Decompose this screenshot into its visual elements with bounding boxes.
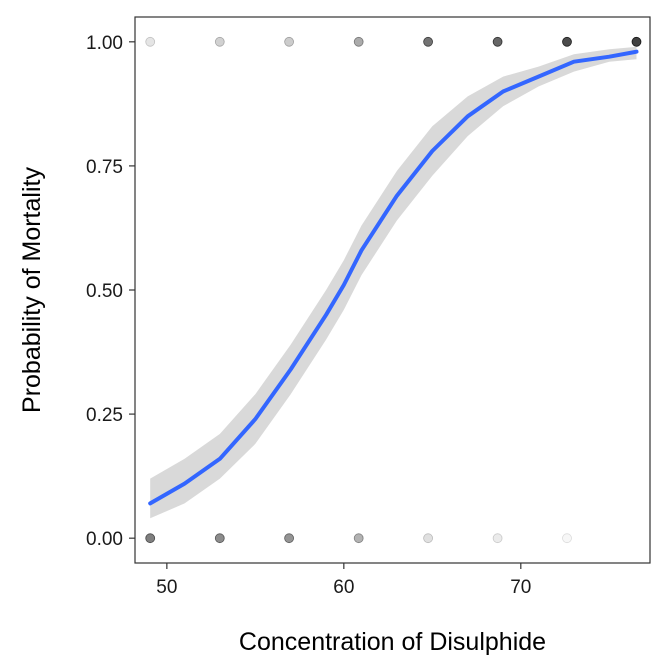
y-tick-label: 1.00 — [86, 33, 123, 54]
data-point — [284, 533, 295, 544]
fit-line-layer — [148, 49, 639, 506]
data-point — [214, 36, 225, 47]
x-tick-label: 50 — [156, 577, 177, 598]
data-point — [492, 533, 503, 544]
data-point — [353, 533, 364, 544]
data-point — [423, 36, 434, 47]
x-axis-title: Concentration of Disulphide — [239, 628, 546, 656]
fit-line — [148, 49, 639, 506]
data-point — [284, 36, 295, 47]
data-point — [631, 36, 642, 47]
data-point — [145, 36, 156, 47]
confidence-ribbon — [150, 46, 637, 519]
data-point — [562, 36, 572, 47]
data-point — [423, 533, 434, 544]
x-tick-label: 70 — [510, 577, 531, 598]
confidence-ribbon-layer — [150, 46, 637, 519]
data-point — [562, 533, 572, 544]
data-point — [214, 533, 225, 544]
data-point — [492, 36, 503, 47]
y-axis-ticks: 0.00 0.25 0.50 0.75 1.00 — [86, 33, 135, 550]
y-axis-title: Probability of Mortality — [18, 167, 46, 413]
data-point — [145, 533, 156, 544]
y-tick-label: 0.75 — [86, 157, 123, 178]
points-layer — [145, 36, 642, 544]
x-axis-ticks: 50 60 70 — [156, 563, 531, 598]
y-tick-label: 0.50 — [86, 281, 123, 302]
y-tick-label: 0.25 — [86, 405, 123, 426]
data-point — [353, 36, 364, 47]
x-tick-label: 60 — [333, 577, 354, 598]
y-tick-label: 0.00 — [86, 529, 123, 550]
